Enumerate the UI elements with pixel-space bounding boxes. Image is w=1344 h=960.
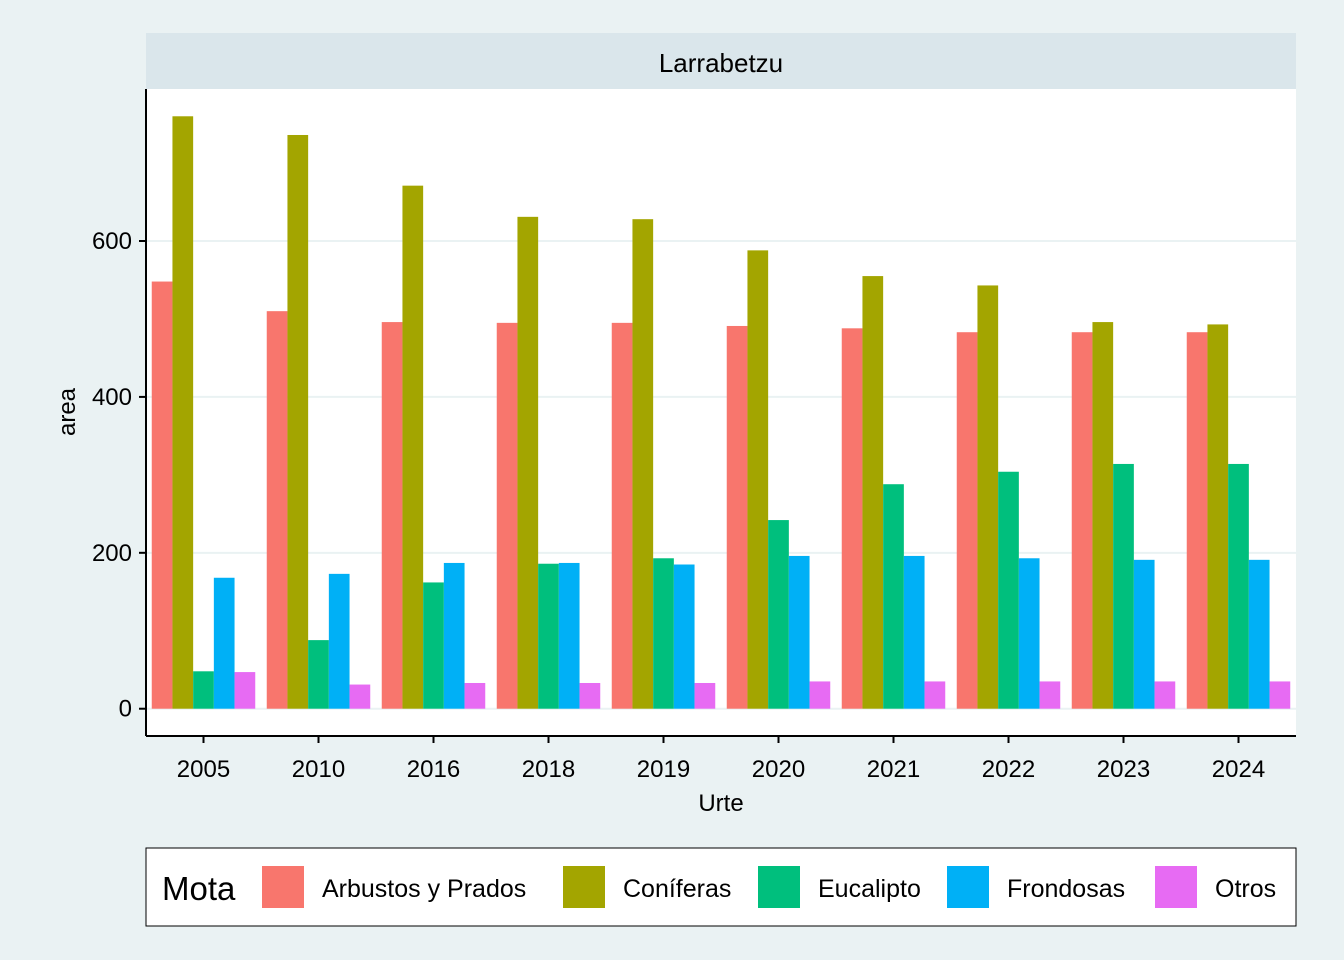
x-tick-label: 2005: [177, 756, 230, 783]
bar: [538, 563, 559, 709]
bar: [694, 682, 716, 709]
bar: [788, 555, 810, 709]
x-tick-label: 2022: [982, 756, 1035, 783]
bar: [1207, 324, 1229, 709]
bar: [768, 520, 789, 709]
legend-items: Arbustos y Prados Coníferas Eucalipto Frond…: [262, 866, 1276, 908]
bar: [234, 672, 256, 709]
facet-strip: [146, 33, 1296, 89]
bar: [747, 250, 769, 709]
y-ticks: 0 200 400 600: [92, 228, 146, 723]
bar: [287, 134, 309, 709]
bar: [977, 285, 999, 709]
bar: [349, 684, 371, 709]
facet-title: Larrabetzu: [659, 48, 783, 78]
bars: [151, 116, 1291, 709]
x-tick-label: 2010: [292, 756, 345, 783]
bar: [956, 332, 978, 709]
legend-key: [563, 866, 605, 908]
legend-label: Eucalipto: [818, 875, 921, 903]
bar: [266, 311, 288, 709]
bar: [1039, 681, 1061, 709]
bar: [998, 471, 1019, 709]
bar: [402, 185, 424, 709]
bar: [172, 116, 194, 709]
bar: [381, 322, 403, 709]
bar: [673, 564, 695, 709]
bar: [1248, 559, 1270, 709]
x-tick-label: 2021: [867, 756, 920, 783]
bar: [464, 682, 486, 709]
y-tick-label: 600: [92, 228, 132, 255]
bar: [924, 681, 946, 709]
bar: [308, 640, 329, 709]
bar: [726, 325, 748, 709]
bar: [862, 276, 884, 709]
bar: [1186, 332, 1208, 709]
bar: [809, 681, 831, 709]
x-tick-label: 2019: [637, 756, 690, 783]
bar: [1228, 463, 1249, 709]
bar: [496, 322, 518, 709]
x-tick-label: 2016: [407, 756, 460, 783]
y-axis-title: area: [54, 387, 81, 436]
legend-title: Mota: [162, 870, 236, 907]
bar: [1071, 332, 1093, 709]
y-tick-label: 0: [119, 696, 132, 723]
legend-key: [947, 866, 989, 908]
x-axis-title: Urte: [698, 790, 743, 817]
bar: [611, 322, 633, 709]
bar: [1092, 322, 1114, 709]
legend-label: Frondosas: [1007, 875, 1125, 903]
legend-label: Otros: [1215, 875, 1276, 903]
bar: [517, 216, 539, 709]
legend-box: [145, 847, 1297, 927]
bar: [558, 562, 580, 709]
legend-key: [262, 866, 304, 908]
bar: [903, 555, 925, 709]
legend-key: [758, 866, 800, 908]
bar: [328, 573, 350, 709]
bar: [1133, 559, 1155, 709]
bar: [423, 582, 444, 709]
bar: [632, 219, 654, 709]
x-ticks: 2005 2010 2016 2018 2019 2020 2021 2022 2023 2024: [177, 736, 1265, 783]
bar: [1269, 681, 1291, 709]
legend-label: Arbustos y Prados: [322, 875, 526, 903]
bar: [193, 671, 214, 709]
bar: [579, 682, 601, 709]
bar: [443, 562, 465, 709]
bar: [841, 328, 863, 709]
legend-label: Coníferas: [623, 875, 731, 903]
bar: [1018, 558, 1040, 709]
legend-key: [1155, 866, 1197, 908]
bar: [1154, 681, 1176, 709]
bar: [151, 281, 173, 709]
bar: [1113, 463, 1134, 709]
y-tick-label: 400: [92, 384, 132, 411]
x-tick-label: 2023: [1097, 756, 1150, 783]
x-tick-label: 2018: [522, 756, 575, 783]
bar: [653, 558, 674, 709]
bar: [213, 577, 235, 709]
bar: [883, 484, 904, 709]
x-tick-label: 2020: [752, 756, 805, 783]
x-tick-label: 2024: [1212, 756, 1265, 783]
y-tick-label: 200: [92, 540, 132, 567]
